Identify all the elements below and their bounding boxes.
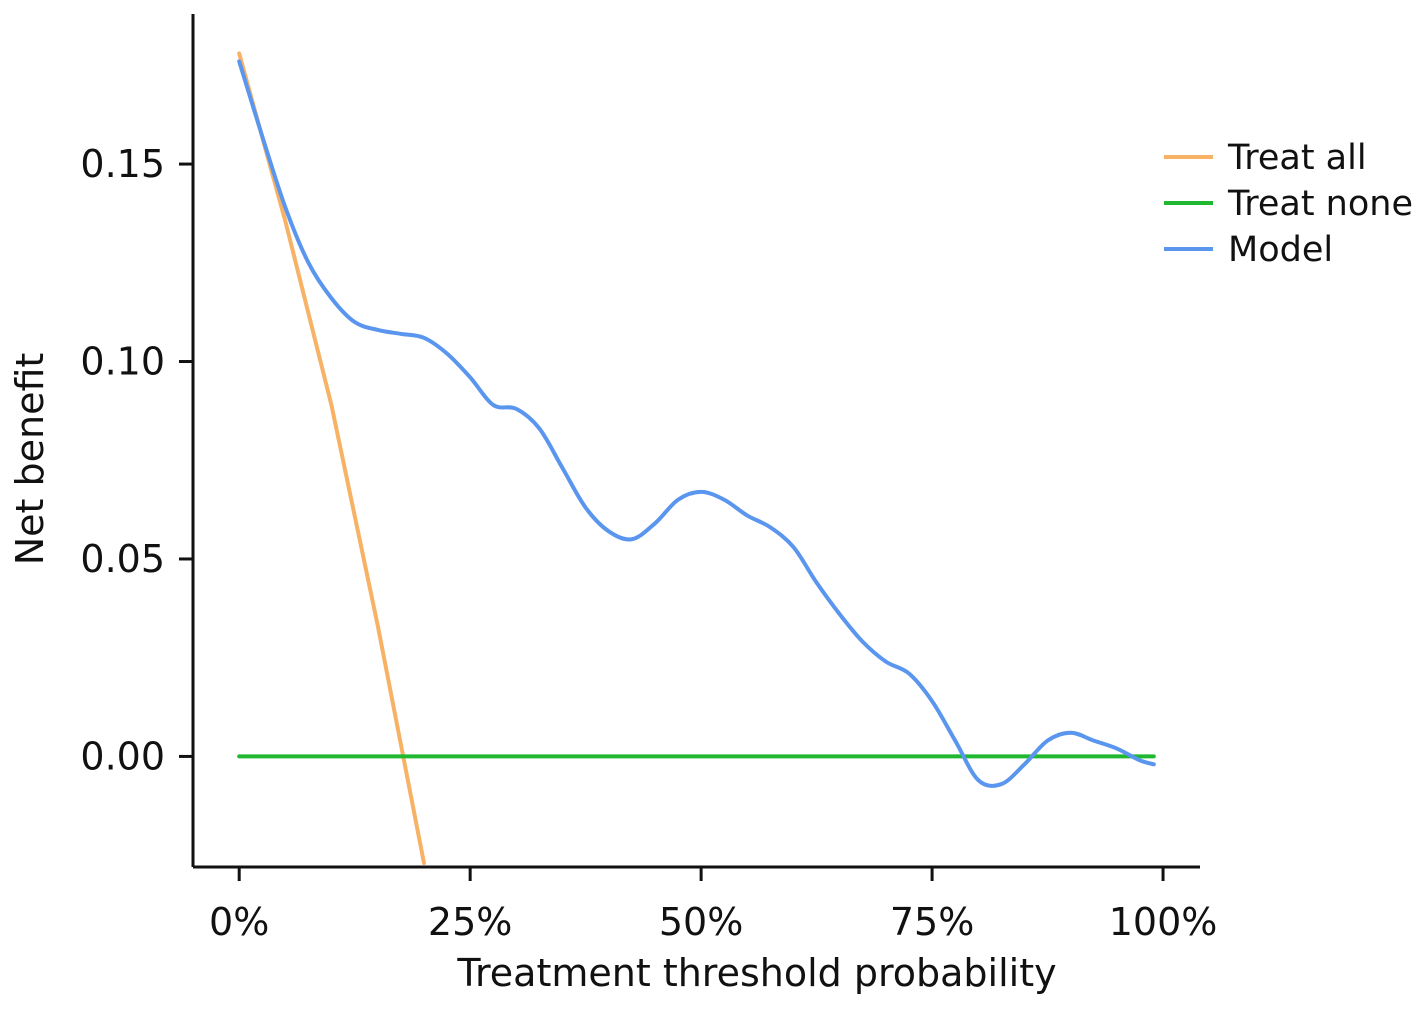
axes (191, 14, 1200, 869)
series-lines (237, 51, 1156, 866)
y-ticks: 0.00 0.05 0.10 0.15 (80, 142, 193, 778)
x-tick-label: 50% (659, 900, 743, 944)
x-tick-label: 75% (890, 900, 974, 944)
y-tick-label: 0.00 (80, 734, 165, 778)
legend: Treat all Treat none Model (1164, 138, 1413, 270)
legend-label: Model (1228, 230, 1333, 270)
x-tick-label: 100% (1109, 900, 1218, 944)
y-axis-title: Net benefit (8, 353, 52, 566)
series-line-model (237, 59, 1156, 788)
legend-label: Treat none (1227, 184, 1413, 224)
y-tick-label: 0.05 (80, 537, 165, 581)
y-tick-label: 0.10 (80, 340, 165, 384)
x-ticks: 0% 25% 50% 75% 100% (209, 867, 1217, 944)
y-tick-label: 0.15 (80, 142, 165, 186)
x-tick-label: 25% (428, 900, 512, 944)
legend-label: Treat all (1227, 138, 1367, 178)
x-axis-title: Treatment threshold probability (456, 951, 1056, 995)
series-line-treat-all (237, 51, 426, 866)
x-tick-label: 0% (209, 900, 269, 944)
